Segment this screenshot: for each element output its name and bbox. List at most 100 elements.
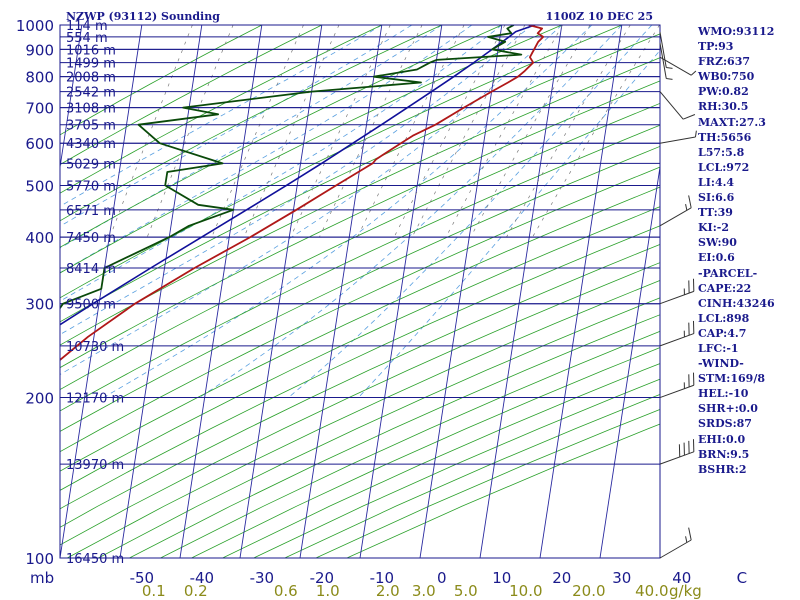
index-value: RH:30.5 [698,100,749,114]
wind-barb-half-feather [685,536,688,543]
pressure-unit-label: mb [30,569,54,587]
stability-indices-list: WMO:93112 TP:93 FRZ:637 WB0:750 PW:0.82 RH:30… [698,24,775,477]
wind-barb [659,31,673,69]
index-value: BSHR:2 [698,462,747,476]
height-level-label: 8414 m [66,262,116,277]
index-value: BRN:9.5 [698,447,750,461]
moist-adiabat-line [60,25,383,207]
pressure-tick-label: 400 [25,229,54,247]
height-level-label: 9500 m [66,298,116,313]
dry-adiabat-line [60,186,660,472]
index-value: EHI:0.0 [698,432,746,446]
temperature-tick-label: C [737,569,747,587]
isotherm-line [179,25,263,558]
wind-barb-shaft [659,333,694,347]
dry-adiabat-line [60,166,660,453]
index-value: WB0:750 [698,70,755,84]
dry-adiabat-line [60,145,660,432]
isotherm-line [239,25,323,558]
index-value: SW:90 [698,236,737,250]
dry-adiabats [60,25,660,558]
isotherm-line [60,25,143,558]
temperature-tick-label: -20 [310,569,335,587]
index-value: FRZ:637 [698,55,751,69]
wind-barb-shaft [659,91,684,120]
index-value: STM:169/8 [698,372,765,386]
dry-adiabat-line [60,244,660,528]
height-level-label: 12170 m [66,392,124,407]
valid-time: 1100Z 10 DEC 25 [546,10,653,23]
index-value: SHR+:0.0 [698,402,758,416]
pressure-tick-label: 700 [25,100,54,118]
temperature-tick-label: -40 [190,569,215,587]
wind-barb-shaft [659,31,667,68]
wind-barb [659,278,695,305]
isotherm-line [599,164,660,558]
isotherm-line [60,25,83,171]
wind-barb [659,439,695,465]
moist-adiabat-line [288,25,653,398]
height-level-label: 16450 m [66,552,124,567]
wind-barb-half-feather [685,204,688,211]
height-level-label: 10730 m [66,340,124,355]
pressure-tick-label: 200 [25,390,54,408]
plot-frame [59,24,661,559]
mixing-ratio-tick-label: 0.2 [184,582,208,600]
mixing-ratio-tick-label: 20.0 [572,582,605,600]
mixing-ratio-tick-label: 0.1 [142,582,166,600]
wind-barb [659,372,695,399]
mixing-ratio-tick-label: 5.0 [454,582,478,600]
isotherms [60,25,660,558]
wind-barb-feather [688,195,692,208]
isotherm-line [359,25,443,558]
temperature-tick-label: -10 [370,569,395,587]
height-level-label: 3108 m [66,102,116,117]
pressure-tick-label: 300 [25,296,54,314]
isotherm-line [539,25,623,558]
index-value: L57:5.8 [698,145,745,159]
index-value: TP:93 [698,40,734,54]
wind-barb-half-feather [694,130,697,138]
height-level-label: 114 m [66,19,108,34]
wind-barb [659,130,697,144]
index-value: LCL:898 [698,311,750,325]
pressure-tick-label: 500 [25,177,54,195]
dry-adiabat-line [60,124,660,412]
height-level-label: 2008 m [66,71,116,86]
index-value: HEL:-10 [698,387,749,401]
temperature-tick-label: 20 [552,569,571,587]
temperature-tick-label: 10 [492,569,511,587]
index-value: LCL:972 [698,160,750,174]
index-value: CAPE:22 [698,281,752,295]
index-value: SRDS:87 [698,417,752,431]
index-value: CAP:4.7 [698,326,747,340]
pressure-tick-label: 600 [25,135,54,153]
mixing-ratio-line [109,25,193,238]
index-value: -PARCEL- [698,266,758,280]
wind-barb-half-feather [690,70,697,76]
pressure-tick-label: 100 [25,550,54,568]
dewpoint-trace-line [60,25,523,310]
index-value: -WIND- [698,357,744,371]
mixing-ratio-tick-label: 10.0 [509,582,542,600]
mixing-ratio-line [146,25,234,238]
wind-barb-feather [688,527,692,541]
index-value: EI:0.6 [698,251,735,265]
dry-adiabat-line [60,206,660,491]
temperature-tick-label: -30 [250,569,275,587]
height-level-label: 3705 m [66,119,116,134]
mixing-ratio-tick-label: 3.0 [412,582,436,600]
dry-adiabat-line [60,25,382,194]
index-value: PW:0.82 [698,85,749,99]
height-level-label: 5770 m [66,179,116,194]
dry-adiabat-line [67,280,660,558]
wind-barbs [659,31,697,559]
index-value: LFC:-1 [698,341,739,355]
mixing-ratio-tick-label: 0.6 [274,582,298,600]
height-level-label: 4340 m [66,137,116,152]
wind-barb-shaft [659,290,694,305]
parcel-trace-line [60,25,536,326]
